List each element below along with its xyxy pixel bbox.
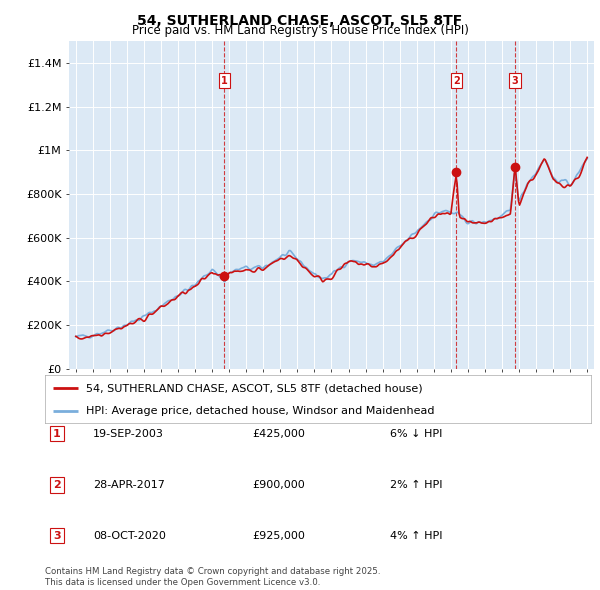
Text: 28-APR-2017: 28-APR-2017	[93, 480, 165, 490]
Text: 2: 2	[53, 480, 61, 490]
Text: 2% ↑ HPI: 2% ↑ HPI	[390, 480, 443, 490]
Text: £900,000: £900,000	[252, 480, 305, 490]
Text: 1: 1	[53, 429, 61, 438]
Text: 4% ↑ HPI: 4% ↑ HPI	[390, 531, 443, 540]
Text: HPI: Average price, detached house, Windsor and Maidenhead: HPI: Average price, detached house, Wind…	[86, 406, 434, 416]
Text: 3: 3	[512, 76, 518, 86]
Text: £925,000: £925,000	[252, 531, 305, 540]
Text: 1: 1	[221, 76, 228, 86]
Text: Price paid vs. HM Land Registry's House Price Index (HPI): Price paid vs. HM Land Registry's House …	[131, 24, 469, 37]
Text: Contains HM Land Registry data © Crown copyright and database right 2025.
This d: Contains HM Land Registry data © Crown c…	[45, 568, 380, 586]
Text: £425,000: £425,000	[252, 429, 305, 438]
Text: 6% ↓ HPI: 6% ↓ HPI	[390, 429, 442, 438]
Text: 19-SEP-2003: 19-SEP-2003	[93, 429, 164, 438]
Text: 54, SUTHERLAND CHASE, ASCOT, SL5 8TF (detached house): 54, SUTHERLAND CHASE, ASCOT, SL5 8TF (de…	[86, 383, 422, 393]
Text: 54, SUTHERLAND CHASE, ASCOT, SL5 8TF: 54, SUTHERLAND CHASE, ASCOT, SL5 8TF	[137, 14, 463, 28]
Text: 2: 2	[453, 76, 460, 86]
Text: 08-OCT-2020: 08-OCT-2020	[93, 531, 166, 540]
Text: 3: 3	[53, 531, 61, 540]
